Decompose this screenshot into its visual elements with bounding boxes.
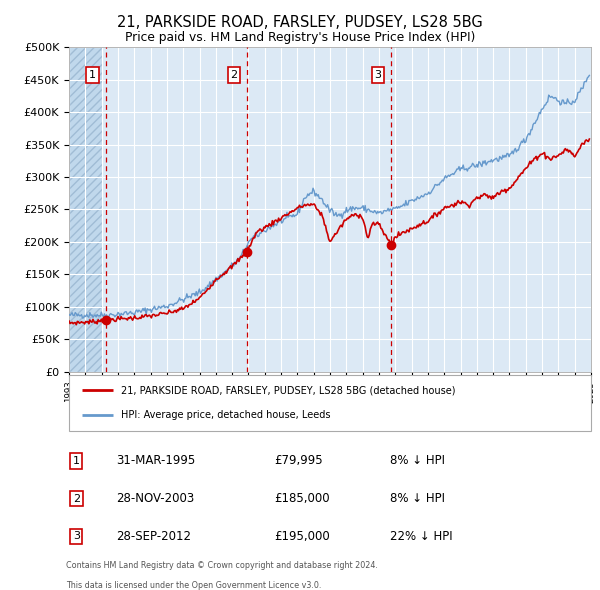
Text: 3: 3 bbox=[374, 70, 382, 80]
Text: Price paid vs. HM Land Registry's House Price Index (HPI): Price paid vs. HM Land Registry's House … bbox=[125, 31, 475, 44]
FancyBboxPatch shape bbox=[69, 375, 591, 431]
Text: £185,000: £185,000 bbox=[274, 492, 330, 505]
Text: 28-SEP-2012: 28-SEP-2012 bbox=[116, 530, 191, 543]
Text: 28-NOV-2003: 28-NOV-2003 bbox=[116, 492, 194, 505]
Text: 3: 3 bbox=[73, 532, 80, 541]
Text: 21, PARKSIDE ROAD, FARSLEY, PUDSEY, LS28 5BG (detached house): 21, PARKSIDE ROAD, FARSLEY, PUDSEY, LS28… bbox=[121, 385, 456, 395]
Text: 21, PARKSIDE ROAD, FARSLEY, PUDSEY, LS28 5BG: 21, PARKSIDE ROAD, FARSLEY, PUDSEY, LS28… bbox=[117, 15, 483, 30]
Text: 2: 2 bbox=[230, 70, 238, 80]
Text: 1: 1 bbox=[73, 456, 80, 466]
Bar bbox=[69, 47, 101, 372]
Text: 22% ↓ HPI: 22% ↓ HPI bbox=[391, 530, 453, 543]
Text: 8% ↓ HPI: 8% ↓ HPI bbox=[391, 454, 445, 467]
Text: 1: 1 bbox=[89, 70, 96, 80]
Text: 31-MAR-1995: 31-MAR-1995 bbox=[116, 454, 195, 467]
Text: £79,995: £79,995 bbox=[274, 454, 323, 467]
Text: Contains HM Land Registry data © Crown copyright and database right 2024.: Contains HM Land Registry data © Crown c… bbox=[66, 560, 378, 569]
Text: £195,000: £195,000 bbox=[274, 530, 330, 543]
Text: This data is licensed under the Open Government Licence v3.0.: This data is licensed under the Open Gov… bbox=[66, 581, 322, 589]
Text: 8% ↓ HPI: 8% ↓ HPI bbox=[391, 492, 445, 505]
Text: 2: 2 bbox=[73, 494, 80, 503]
Bar bbox=[69, 47, 101, 372]
Text: HPI: Average price, detached house, Leeds: HPI: Average price, detached house, Leed… bbox=[121, 410, 331, 420]
